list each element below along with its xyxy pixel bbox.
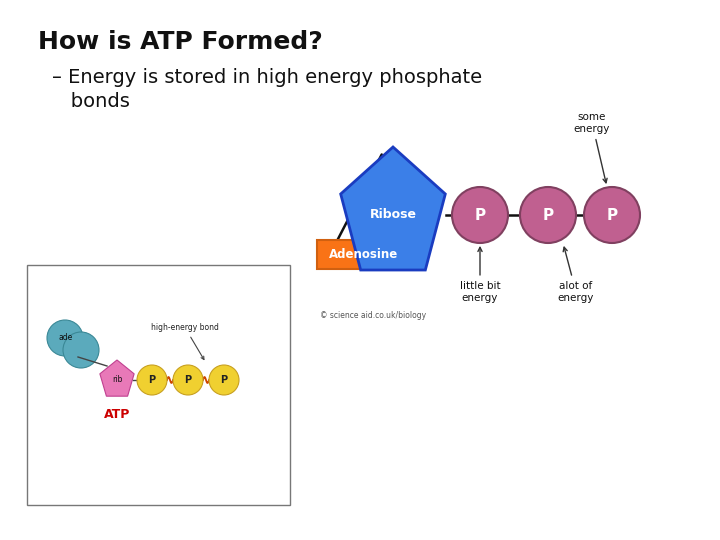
Polygon shape [341, 147, 445, 270]
FancyBboxPatch shape [317, 240, 411, 269]
Text: ATP: ATP [104, 408, 130, 422]
Circle shape [452, 187, 508, 243]
Text: P: P [220, 375, 228, 385]
Text: How is ATP Formed?: How is ATP Formed? [38, 30, 323, 54]
Text: alot of
energy: alot of energy [558, 247, 594, 303]
Circle shape [584, 187, 640, 243]
Text: © science aid.co.uk/biology: © science aid.co.uk/biology [320, 310, 426, 320]
Text: ade: ade [59, 333, 73, 341]
Text: P: P [542, 207, 554, 222]
Circle shape [173, 365, 203, 395]
Text: Adenosine: Adenosine [329, 248, 399, 261]
Text: bonds: bonds [52, 92, 130, 111]
Text: P: P [606, 207, 618, 222]
Text: rib: rib [112, 375, 122, 384]
Text: P: P [474, 207, 485, 222]
Text: high-energy bond: high-energy bond [151, 323, 219, 360]
Text: Ribose: Ribose [369, 208, 416, 221]
Circle shape [47, 320, 83, 356]
Text: some
energy: some energy [574, 112, 610, 183]
Circle shape [520, 187, 576, 243]
Circle shape [137, 365, 167, 395]
Circle shape [209, 365, 239, 395]
Bar [27, 265, 290, 505]
Text: P: P [148, 375, 156, 385]
Text: P: P [184, 375, 192, 385]
Text: – Energy is stored in high energy phosphate: – Energy is stored in high energy phosph… [52, 68, 482, 87]
Circle shape [63, 332, 99, 368]
Polygon shape [100, 360, 134, 396]
Text: little bit
energy: little bit energy [459, 247, 500, 303]
